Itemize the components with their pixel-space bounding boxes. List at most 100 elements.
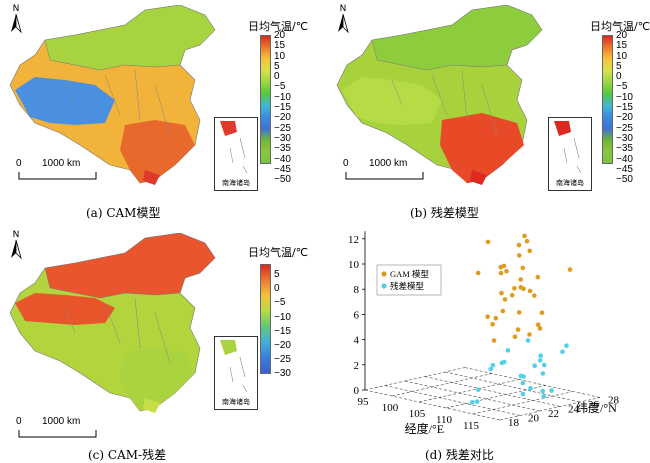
colorbar-ticks: 20 15 10 5 0 −5 −10 −15 −20 −25 −30 −35 −40 −45 −50: [274, 30, 291, 186]
y-tick-label: 20: [528, 413, 540, 425]
map-west: [15, 293, 115, 325]
z-tick-label: 12: [348, 234, 359, 246]
grid-line: [384, 385, 521, 416]
scatter-point: [520, 391, 526, 397]
scatter-point: [564, 343, 569, 348]
legend-marker: [381, 271, 387, 277]
north-arrow-icon: [11, 239, 22, 260]
scatter-point: [528, 386, 533, 391]
china-map: [336, 5, 543, 185]
scatter-point: [504, 268, 509, 274]
scatter-point: [485, 314, 490, 319]
north-arrow-icon: [338, 13, 349, 34]
legend-marker: [381, 283, 387, 289]
z-tick-label: 4: [354, 335, 360, 347]
scatter-point: [485, 239, 491, 245]
scatter-point: [537, 326, 543, 331]
scatter-point: [541, 362, 547, 368]
scatter-point: [538, 353, 543, 358]
map-coast: [143, 170, 160, 185]
scatter-point: [521, 374, 526, 379]
south-sea-inset: 南海诸岛: [214, 336, 258, 410]
z-tick-label: 0: [354, 385, 360, 397]
scatter-point: [540, 388, 545, 394]
z-tick-label: 6: [354, 309, 360, 321]
y-tick-label: 28: [608, 395, 620, 407]
scatter-point: [527, 332, 532, 337]
scatter-point: [512, 334, 518, 340]
caption-c: (c) CAM-残差: [88, 448, 167, 462]
scatter-point: [537, 358, 543, 363]
grid-line: [424, 376, 561, 407]
scale-bar: 0 1000 km: [343, 158, 433, 180]
scatter-point: [532, 363, 537, 368]
north-label: N: [12, 230, 20, 240]
north-arrow-icon: [11, 13, 22, 34]
y-tick-label: 26: [588, 399, 600, 411]
inset-label: 南海诸岛: [222, 398, 250, 406]
scatter-point: [502, 297, 508, 302]
legend-title: 日均气温/℃: [248, 246, 309, 259]
grid-line: [404, 380, 541, 412]
scale-bar: 0 1000 km: [16, 416, 106, 438]
panel-a: N 日均气温/℃ 20 15 10 5 0 −5 −10 −15 −20 −25 −30 −35 −40…: [0, 0, 325, 230]
grid-line: [364, 367, 466, 391]
map-south: [440, 113, 524, 183]
colorbar: [602, 35, 613, 164]
scatter-point: [488, 366, 493, 372]
scatter-point: [501, 263, 507, 269]
scatter-point: [509, 292, 515, 298]
x-tick-label: 115: [463, 420, 480, 432]
scatter-point: [516, 242, 522, 248]
z-tick-label: 8: [354, 284, 360, 296]
scatter-point: [499, 360, 505, 366]
north-arrow: N: [8, 230, 24, 263]
map-north: [371, 5, 543, 71]
x-axis-label: 经度/°E: [405, 421, 444, 436]
inset-label: 南海诸岛: [556, 179, 584, 187]
scatter-point: [515, 327, 521, 332]
scatter-point: [475, 270, 481, 276]
colorbar-ticks: 20 15 10 5 0 −5 −10 −15 −20 −25 −30 −35 −40 −45 −50: [616, 30, 633, 186]
colorbar-ticks: 5 0 −5 −10 −15 −20 −25 −30: [274, 269, 291, 380]
north-arrow: N: [335, 4, 351, 37]
legend-title: 日均气温/℃: [248, 20, 309, 33]
map-north: [44, 5, 216, 71]
x-tick-label: 110: [436, 414, 453, 426]
scatter-point: [516, 253, 522, 258]
caption-a: (a) CAM模型: [86, 206, 161, 220]
scatter-point: [520, 265, 526, 271]
legend-label: 残差模型: [390, 281, 425, 291]
scatter-point: [493, 315, 499, 321]
scatter-point: [470, 400, 475, 405]
scatter-point: [490, 321, 495, 327]
scatter-point: [499, 290, 504, 296]
x-tick-label: 100: [382, 402, 399, 414]
grid-line: [444, 371, 581, 403]
caption-b: (b) 残差模型: [410, 206, 479, 220]
panel-c: N 日均气温/℃ 5 0 −5 −10 −15 −20 −25 −30 南海诸岛 0 1000…: [0, 228, 325, 462]
scatter-point: [527, 288, 533, 294]
map-north: [44, 233, 216, 299]
x-tick-label: 105: [409, 408, 426, 420]
scatter-point: [498, 270, 504, 276]
scatter-point: [505, 348, 511, 353]
y-tick-label: 18: [508, 417, 520, 429]
z-tick-label: 2: [354, 360, 360, 372]
map-south: [120, 348, 195, 411]
north-label: N: [339, 4, 347, 14]
scatter-point: [549, 388, 554, 393]
map-south: [120, 120, 195, 183]
z-tick-label: 10: [348, 259, 360, 271]
scatter-point: [524, 238, 530, 244]
map-coast: [143, 398, 160, 413]
y-axis-label: 纬度/°N: [576, 400, 617, 415]
scatter-point: [541, 394, 547, 399]
grid-line: [418, 379, 520, 403]
scatter-point: [535, 274, 541, 280]
y-tick-label: 22: [548, 408, 559, 420]
north-arrow: N: [8, 4, 24, 37]
inset-label: 南海诸岛: [222, 179, 250, 187]
scatter-point: [527, 248, 532, 254]
